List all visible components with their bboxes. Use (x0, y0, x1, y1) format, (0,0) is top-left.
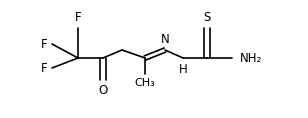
Text: F: F (40, 38, 47, 51)
Text: CH₃: CH₃ (135, 78, 155, 88)
Text: O: O (98, 84, 107, 97)
Text: NH₂: NH₂ (240, 51, 262, 65)
Text: F: F (40, 61, 47, 74)
Text: N: N (161, 33, 169, 46)
Text: S: S (203, 11, 211, 24)
Text: F: F (75, 11, 81, 24)
Text: H: H (179, 63, 187, 76)
